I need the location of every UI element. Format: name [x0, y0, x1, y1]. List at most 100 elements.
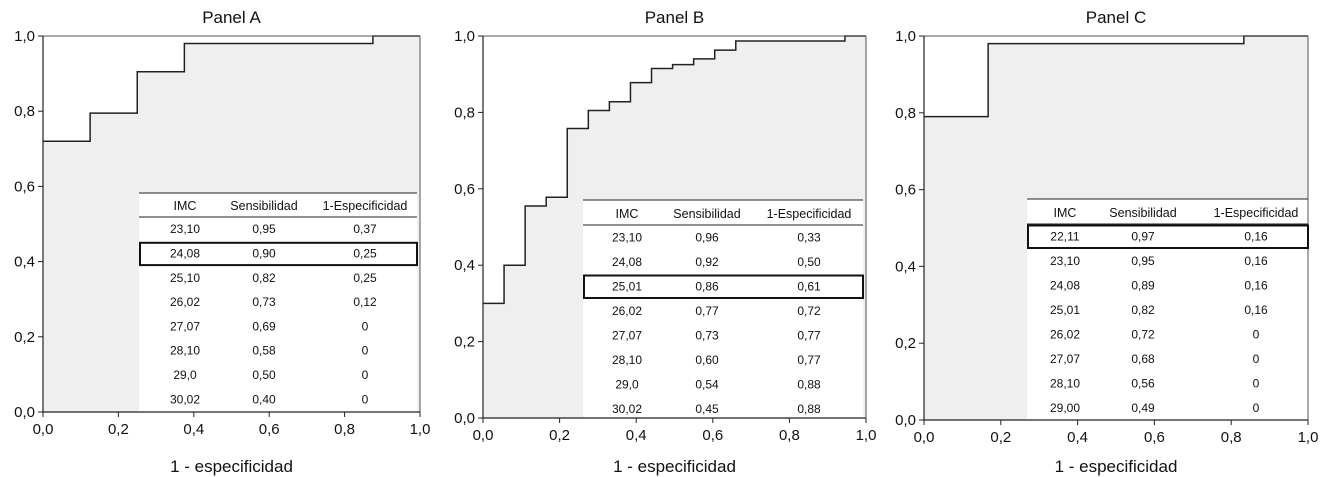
table-cell: 26,02 — [170, 295, 200, 309]
table-cell: 26,02 — [1050, 327, 1080, 341]
table-cell: 0,97 — [1131, 229, 1155, 243]
y-tick-label: 0,6 — [14, 178, 35, 195]
y-tick-label: 0,6 — [895, 182, 916, 199]
x-tick-label: 1,0 — [856, 427, 877, 444]
table-cell: 0 — [362, 319, 369, 333]
table-cell: 0,95 — [1131, 254, 1155, 268]
y-tick-label: 1,0 — [454, 28, 475, 45]
highlighted-row-box — [1027, 224, 1309, 249]
table-cell: 23,10 — [170, 222, 200, 236]
table-cell: 0,96 — [695, 230, 719, 244]
table-header-cell: 1-Especificidad — [767, 207, 852, 221]
table-cell: 0,58 — [252, 344, 276, 358]
table-cell: 25,01 — [1050, 303, 1080, 317]
table-cell: 0,86 — [695, 279, 719, 293]
y-tick-label: 0,8 — [895, 105, 916, 122]
table-cell: 0,72 — [797, 304, 821, 318]
table-cell: 0,25 — [353, 271, 377, 285]
table-cell: 24,08 — [170, 246, 200, 260]
table-cell: 29,0 — [173, 368, 197, 382]
x-axis-title: 1 - especificidad — [613, 457, 736, 476]
y-tick-label: 0,2 — [895, 335, 916, 352]
panel-c: Panel C 0,0 0,2 0,4 0,6 0,8 1,0 0,0 0,2 0,4 0,6 0,8… — [895, 8, 1318, 476]
x-tick-label: 0,0 — [33, 421, 54, 438]
table-cell: 27,07 — [170, 319, 200, 333]
table-cell: 28,10 — [612, 353, 642, 367]
table-cell: 0,60 — [695, 353, 719, 367]
table-cell: 23,10 — [1050, 254, 1080, 268]
panel-title: Panel A — [202, 8, 261, 27]
x-tick-label: 0,8 — [334, 421, 355, 438]
y-tick-label: 0,6 — [454, 181, 475, 198]
table-cell: 27,07 — [1050, 352, 1080, 366]
y-tick-label: 1,0 — [14, 28, 35, 45]
table-cell: 0,88 — [797, 377, 821, 391]
table-cell: 0,72 — [1131, 327, 1155, 341]
table-cell: 0,88 — [797, 402, 821, 416]
table-header-cell: IMC — [174, 199, 197, 213]
table-cell: 22,11 — [1050, 229, 1079, 243]
table-cell: 0,33 — [797, 230, 821, 244]
table-cell: 0,68 — [1131, 352, 1155, 366]
y-tick-label: 0,4 — [895, 258, 916, 275]
table-cell: 25,01 — [612, 279, 642, 293]
x-tick-label: 0,2 — [990, 429, 1011, 446]
roc-curve — [43, 35, 420, 143]
table-cell: 29,0 — [615, 377, 639, 391]
y-tick-label: 0,0 — [14, 404, 35, 421]
y-tick-label: 0,4 — [14, 254, 35, 271]
x-tick-label: 0,6 — [702, 427, 723, 444]
table-cell: 28,10 — [1050, 376, 1080, 390]
table-cell: 0,95 — [252, 222, 276, 236]
table-cell: 0,77 — [797, 328, 821, 342]
table-header-cell: 1-Especificidad — [323, 199, 408, 213]
y-tick-label: 0,2 — [14, 329, 35, 346]
table-background — [139, 193, 417, 412]
table-background — [583, 200, 863, 421]
table-cell: 0 — [1253, 327, 1260, 341]
table-cell: 24,08 — [1050, 278, 1080, 292]
table-cell: 0,50 — [252, 368, 276, 382]
table-cell: 0,16 — [1244, 278, 1268, 292]
y-tick-label: 0,0 — [454, 410, 475, 427]
x-axis-title: 1 - especificidad — [1055, 457, 1178, 476]
table-header-cell: Sensibilidad — [230, 199, 297, 213]
table-cell: 0,12 — [353, 295, 377, 309]
y-tick-label: 0,8 — [14, 103, 35, 120]
y-tick-label: 0,2 — [454, 334, 475, 351]
table-cell: 29,00 — [1050, 401, 1080, 415]
y-tick-label: 1,0 — [895, 28, 916, 45]
table-cell: 0,90 — [252, 246, 276, 260]
table-cell: 30,02 — [170, 392, 200, 406]
table-cell: 0,49 — [1131, 401, 1155, 415]
table-cell: 0 — [1253, 376, 1260, 390]
table-header-cell: Sensibilidad — [1109, 206, 1176, 220]
panel-a: Panel A 0,0 0,2 0,4 0,6 0,8 1,0 0,0 0,2 0,4 0,6 0,8… — [14, 8, 430, 476]
highlighted-row-box — [139, 241, 418, 267]
table-background — [1027, 199, 1308, 420]
table-cell: 0,54 — [695, 377, 719, 391]
table-cell: 0,92 — [695, 255, 719, 269]
x-tick-label: 0,2 — [108, 421, 129, 438]
table-cell: 0,73 — [695, 328, 719, 342]
table-cell: 0,37 — [353, 222, 377, 236]
table-cell: 0,82 — [1131, 303, 1155, 317]
y-tick-label: 0,8 — [454, 104, 475, 121]
x-tick-label: 0,4 — [626, 427, 647, 444]
x-tick-label: 0,4 — [1067, 429, 1088, 446]
x-tick-label: 0,4 — [183, 421, 204, 438]
table-cell: 0,56 — [1131, 376, 1155, 390]
table-cell: 0,25 — [353, 246, 377, 260]
x-tick-label: 0,6 — [1144, 429, 1165, 446]
table-cell: 0,50 — [797, 255, 821, 269]
table-cell: 24,08 — [612, 255, 642, 269]
y-tick-label: 0,0 — [895, 412, 916, 429]
y-tick-label: 0,4 — [454, 257, 475, 274]
table-cell: 0,77 — [797, 353, 821, 367]
table-cell: 0 — [1253, 401, 1260, 415]
table-cell: 28,10 — [170, 344, 200, 358]
x-tick-label: 0,6 — [259, 421, 280, 438]
table-cell: 25,10 — [170, 271, 200, 285]
table-cell: 0,73 — [252, 295, 276, 309]
